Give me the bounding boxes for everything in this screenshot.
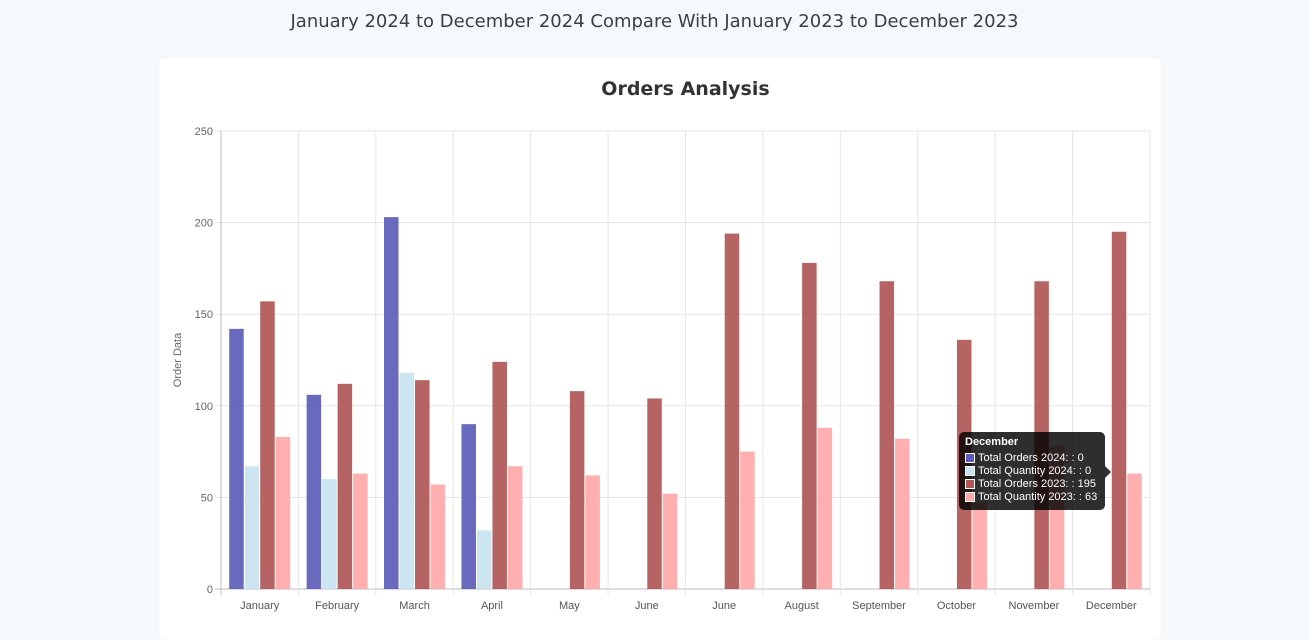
bar	[461, 424, 476, 589]
bar	[802, 262, 817, 589]
bar	[569, 391, 585, 589]
tooltip-swatch	[965, 452, 975, 463]
x-tick-label: November	[1009, 600, 1060, 612]
bar	[244, 466, 260, 589]
bar	[476, 530, 492, 589]
y-tick-label: 150	[195, 309, 213, 321]
tooltip-swatch	[965, 465, 975, 476]
chart-tooltip: December Total Orders 2024: : 0 Total Qu…	[959, 432, 1111, 510]
bar	[430, 484, 446, 589]
x-tick-label: August	[785, 600, 819, 612]
tooltip-label: Total Orders 2024: : 0	[978, 451, 1084, 464]
tooltip-swatch	[965, 491, 975, 502]
bar	[740, 451, 755, 589]
bar	[384, 217, 399, 589]
tooltip-title: December	[965, 436, 1019, 448]
y-tick-label: 0	[207, 584, 213, 596]
bar	[972, 502, 987, 589]
tooltip-label: Total Quantity 2023: : 63	[978, 490, 1098, 503]
tooltip-row: Total Orders 2024: : 0	[965, 451, 1099, 464]
bar	[724, 233, 740, 590]
bar	[260, 301, 275, 589]
x-tick-label: January	[240, 600, 280, 612]
tooltip-row: Total Quantity 2023: : 63	[965, 490, 1099, 503]
tooltip-row: Total Quantity 2024: : 0	[965, 464, 1099, 477]
y-tick-label: 100	[195, 401, 213, 413]
bar	[353, 473, 368, 589]
tooltip-label: Total Orders 2023: : 195	[978, 477, 1097, 490]
bar	[337, 383, 353, 589]
y-tick-label: 200	[195, 218, 213, 230]
tooltip-row: Total Orders 2023: : 195	[965, 477, 1099, 490]
page-title: January 2024 to December 2024 Compare Wi…	[290, 11, 1019, 32]
x-tick-label: December	[1086, 600, 1137, 612]
bar	[662, 493, 678, 589]
x-tick-label: September	[852, 600, 906, 612]
tooltip-label: Total Quantity 2024: : 0	[978, 464, 1092, 477]
y-tick-label: 250	[195, 126, 213, 138]
chart-title: Orders Analysis	[601, 78, 769, 100]
bar	[1111, 231, 1127, 589]
x-tick-label: March	[399, 600, 430, 612]
x-tick-label: April	[481, 600, 503, 612]
y-tick-label: 50	[201, 492, 213, 504]
bar	[399, 372, 415, 589]
bar	[879, 281, 895, 589]
bar	[415, 380, 430, 589]
bar	[507, 466, 523, 589]
x-tick-label: June	[635, 600, 659, 612]
bar	[492, 361, 507, 589]
bar	[1127, 473, 1142, 589]
x-tick-label: February	[315, 600, 360, 612]
bar	[322, 479, 337, 589]
tooltip-swatch	[965, 478, 975, 489]
bar	[306, 394, 322, 589]
bar	[229, 328, 244, 589]
bar	[817, 427, 833, 589]
x-tick-label: October	[937, 600, 976, 612]
x-tick-label: June	[712, 600, 736, 612]
bar	[647, 398, 662, 589]
y-axis-label: Order Data	[172, 332, 184, 387]
x-tick-label: May	[559, 600, 580, 612]
bar	[275, 436, 291, 589]
bar	[585, 475, 600, 589]
bar	[895, 438, 910, 589]
